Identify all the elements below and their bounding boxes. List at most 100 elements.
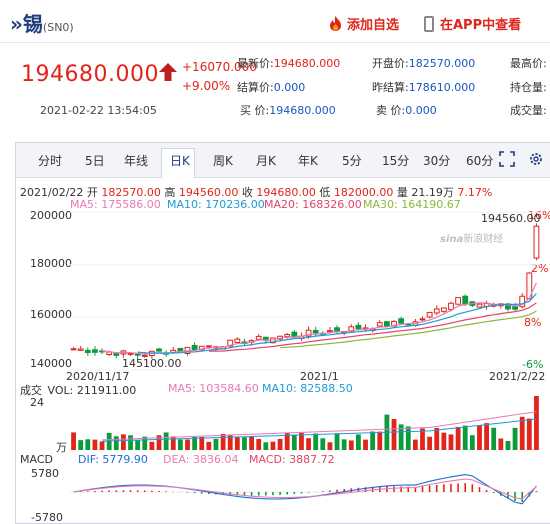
volume-chart [71,396,539,450]
candle-body [376,322,383,327]
fullscreen-icon[interactable] [499,151,515,171]
volume-bar [270,441,276,450]
open-in-app-button[interactable]: 在APP中查看 [424,14,521,33]
volume-bar [327,442,333,450]
volume-bar [391,419,397,450]
volume-unit: 万 [56,441,67,454]
current-price: 194680.000 [21,62,159,87]
volume-bar [377,431,383,450]
volume-bar [85,439,91,450]
candle-body [227,339,234,347]
ma5-line [101,282,537,355]
volume-bar [420,428,425,450]
candle-body [284,334,291,338]
active-tab-box [161,148,195,178]
candle-body [127,352,134,355]
volume-bar [363,439,368,450]
commodity-code: (SN0) [42,21,74,34]
settings-icon[interactable] [528,151,544,171]
candle-body [327,330,333,333]
tab-1[interactable]: 5日 [85,154,105,168]
volume-bar [213,438,219,450]
add-watchlist-button[interactable]: 添加自选 [329,14,399,33]
quote-timestamp: 2021-02-22 13:54:05 [40,104,157,117]
volume-bar [284,432,290,450]
candle-body [291,331,298,337]
volume-bar [71,432,76,450]
date-tick: 2021/1 [300,370,339,383]
volume-bar [427,436,433,450]
volume-bar [185,439,190,450]
latest-price-field: 最新价:194680.000 [237,57,341,70]
candle-body [391,320,397,327]
candle-body [419,318,426,321]
volume-bar [505,440,511,450]
macd-bottom-tick: -5780 [31,511,63,524]
kline-chart [70,211,540,371]
price-tick: 200000 [30,209,72,222]
ma10-line [137,293,537,354]
candle-body [533,225,540,259]
volume-bar [484,423,489,450]
low-annotation: 145100.00 [122,357,182,370]
volume-bar [92,439,98,450]
tab-10[interactable]: 60分 [466,154,494,168]
tab-9[interactable]: 30分 [423,154,451,168]
volume-info-row: 成交 VOL: 211911.00 [20,384,137,397]
candle-body [355,324,362,330]
ma5-label: MA5: 175586.00 [70,198,161,211]
candle-body [305,329,312,337]
volume-bar [249,436,254,450]
tab-3[interactable]: 日K [170,154,190,168]
candle-body [205,345,212,348]
candle-body [312,329,319,334]
candle-body [334,327,340,332]
tab-6[interactable]: 年K [298,154,318,168]
vol-ma10-label: MA10: 82588.50 [262,382,353,395]
volume-bar [206,441,212,450]
volume-bar [142,436,148,450]
page-title: »锡(SN0) [10,8,74,37]
tab-7[interactable]: 5分 [342,154,362,168]
prev-settle-field: 昨结算:178610.000 [372,81,476,94]
vol-ma5-line [102,411,537,441]
add-watchlist-label: 添加自选 [347,18,400,33]
volume-bar [256,438,262,450]
price-change-pct: +9.00% [182,79,231,93]
tab-8[interactable]: 15分 [382,154,410,168]
volume-bar [128,435,133,450]
volume-bar [220,433,226,450]
up-arrow-icon [159,63,177,81]
volume-bar [441,432,447,450]
volume-bar [170,436,176,450]
candle-body [512,306,518,310]
volume-bar [356,434,361,450]
vol-ma10-line [102,418,537,442]
settle-price-field: 结算价:0.000 [237,81,306,94]
volume-bar [313,433,319,450]
volume-bar [306,438,311,450]
volume-bar [519,416,525,450]
watermark: sina新浪财经 [440,234,504,245]
header-divider [0,42,550,43]
high-annotation: 194560.00 [481,212,541,225]
tab-5[interactable]: 月K [256,154,276,168]
buy-price-field: 买 价:194680.000 [240,104,336,117]
price-tick: 140000 [30,357,72,370]
volume-bar [192,436,198,450]
candle-body [462,295,469,305]
volume-bar [163,432,169,450]
volume-bar [455,426,461,450]
dea-label: DEA: 3836.04 [163,453,239,466]
volume-bar [412,439,418,450]
volume-bar [370,431,376,450]
tab-4[interactable]: 周K [213,154,233,168]
ma20-line [208,302,537,352]
candle-body [191,344,198,351]
ma20-label: MA20: 168326.00 [264,198,362,211]
tab-0[interactable]: 分时 [38,154,63,168]
candle-body [156,348,162,352]
tab-2[interactable]: 年线 [124,154,149,168]
ma30-line [280,310,537,349]
volume-bar [135,440,141,450]
